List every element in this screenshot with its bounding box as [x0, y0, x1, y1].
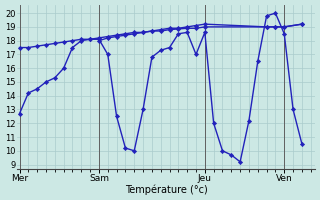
X-axis label: Température (°c): Température (°c): [124, 185, 207, 195]
